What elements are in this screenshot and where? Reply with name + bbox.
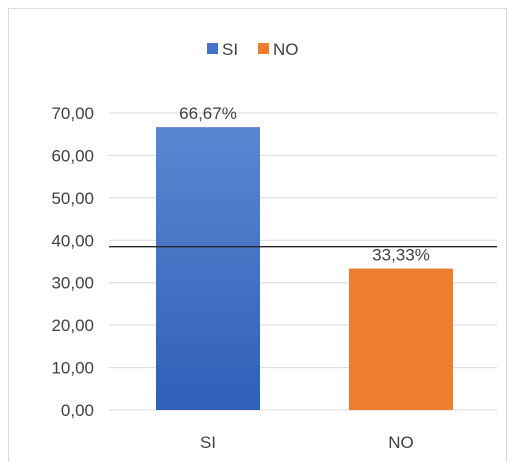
y-axis-tick-labels: 0,00 10,00 20,00 30,00 40,00 50,00 60,00 70,00 xyxy=(51,104,94,420)
data-labels: 66,67% 33,33% xyxy=(179,104,430,264)
bars xyxy=(156,127,453,410)
legend-label-si: SI xyxy=(222,40,238,59)
x-tick-label-si: SI xyxy=(200,433,216,452)
y-tick-label: 50,00 xyxy=(51,189,94,208)
legend-swatch-no xyxy=(258,43,269,54)
data-label-si: 66,67% xyxy=(179,104,237,123)
chart-frame xyxy=(8,8,507,462)
y-tick-label: 30,00 xyxy=(51,274,94,293)
y-tick-label: 20,00 xyxy=(51,316,94,335)
y-tick-label: 0,00 xyxy=(61,401,94,420)
data-label-no: 33,33% xyxy=(372,246,430,265)
legend-swatch-si xyxy=(207,43,218,54)
bar-si xyxy=(156,127,260,410)
chart-legend: SI NO xyxy=(207,40,299,59)
legend-label-no: NO xyxy=(273,40,299,59)
x-tick-label-no: NO xyxy=(388,433,414,452)
x-axis-tick-labels: SI NO xyxy=(200,433,414,452)
y-tick-label: 70,00 xyxy=(51,104,94,123)
bar-no xyxy=(349,268,453,410)
y-tick-label: 40,00 xyxy=(51,231,94,250)
y-tick-label: 10,00 xyxy=(51,359,94,378)
y-tick-label: 60,00 xyxy=(51,146,94,165)
